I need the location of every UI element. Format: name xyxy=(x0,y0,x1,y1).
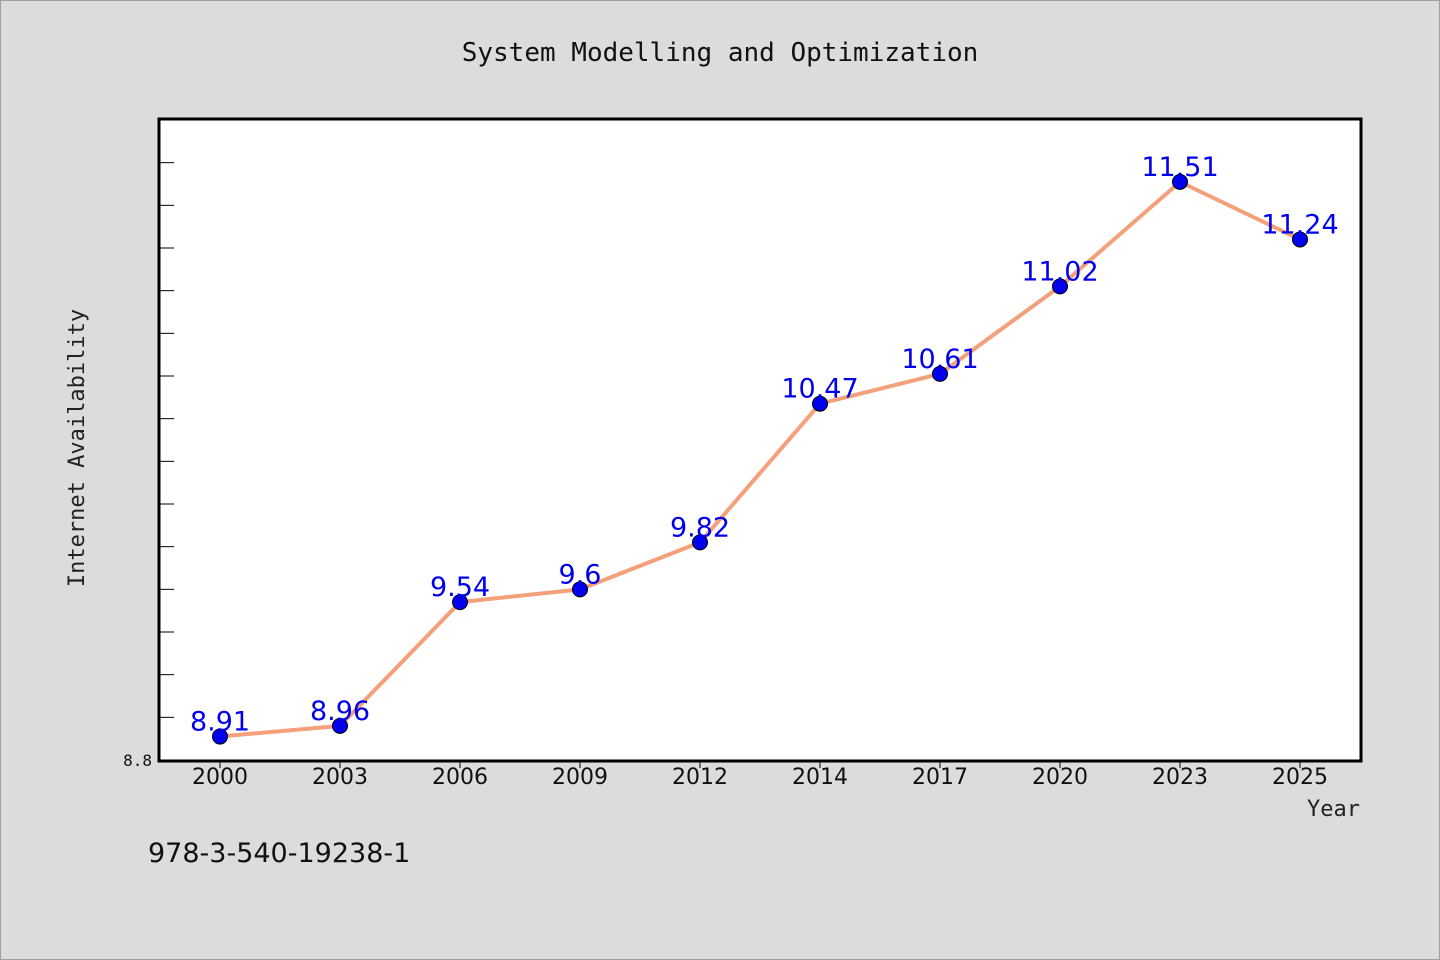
x-tick-label: 2023 xyxy=(1152,765,1208,790)
data-label: 10.47 xyxy=(781,374,858,405)
data-point xyxy=(332,717,348,734)
data-label: 8.91 xyxy=(190,707,250,738)
chart-title: System Modelling and Optimization xyxy=(462,38,979,68)
data-point xyxy=(1052,278,1068,295)
x-axis-ticks: 2000 2003 2006 2009 2012 2014 2017 2020 2023 2025 xyxy=(192,760,1328,790)
plot-area xyxy=(157,117,1363,763)
data-point xyxy=(452,594,468,611)
y-axis-ticks xyxy=(160,162,174,718)
data-label: 10.61 xyxy=(901,344,978,375)
data-label: 11.02 xyxy=(1021,256,1098,287)
x-tick-label: 2020 xyxy=(1032,765,1088,790)
x-tick-label: 2003 xyxy=(312,765,368,790)
y-tick-label: 8.8 xyxy=(123,751,152,770)
data-point xyxy=(812,395,828,412)
x-tick-label: 2025 xyxy=(1272,765,1328,790)
series-layer: 8.91 8.96 9.54 9.6 9.82 10.47 10.61 11.02 11.51 1… xyxy=(190,152,1339,745)
data-point xyxy=(692,534,708,551)
x-tick-label: 2006 xyxy=(432,765,488,790)
data-point xyxy=(1172,173,1188,190)
x-tick-label: 2012 xyxy=(672,765,728,790)
x-tick-label: 2000 xyxy=(192,765,248,790)
series-line xyxy=(219,179,1301,739)
data-label: 8.96 xyxy=(310,696,370,727)
data-label: 9.54 xyxy=(430,572,490,603)
x-tick-label: 2017 xyxy=(912,765,968,790)
data-point xyxy=(932,365,948,382)
footnote-isbn: 978-3-540-19238-1 xyxy=(148,838,410,869)
data-point xyxy=(212,728,228,745)
y-axis-label: Internet Availability xyxy=(65,309,90,587)
x-tick-label: 2014 xyxy=(792,765,848,790)
data-point xyxy=(572,581,588,598)
data-label: 9.6 xyxy=(559,559,602,590)
data-label: 11.24 xyxy=(1261,209,1338,240)
data-label: 9.82 xyxy=(670,512,730,543)
data-point xyxy=(1292,231,1308,248)
x-tick-label: 2009 xyxy=(552,765,608,790)
data-label: 11.51 xyxy=(1141,152,1218,183)
x-axis-label: Year xyxy=(1307,797,1360,822)
